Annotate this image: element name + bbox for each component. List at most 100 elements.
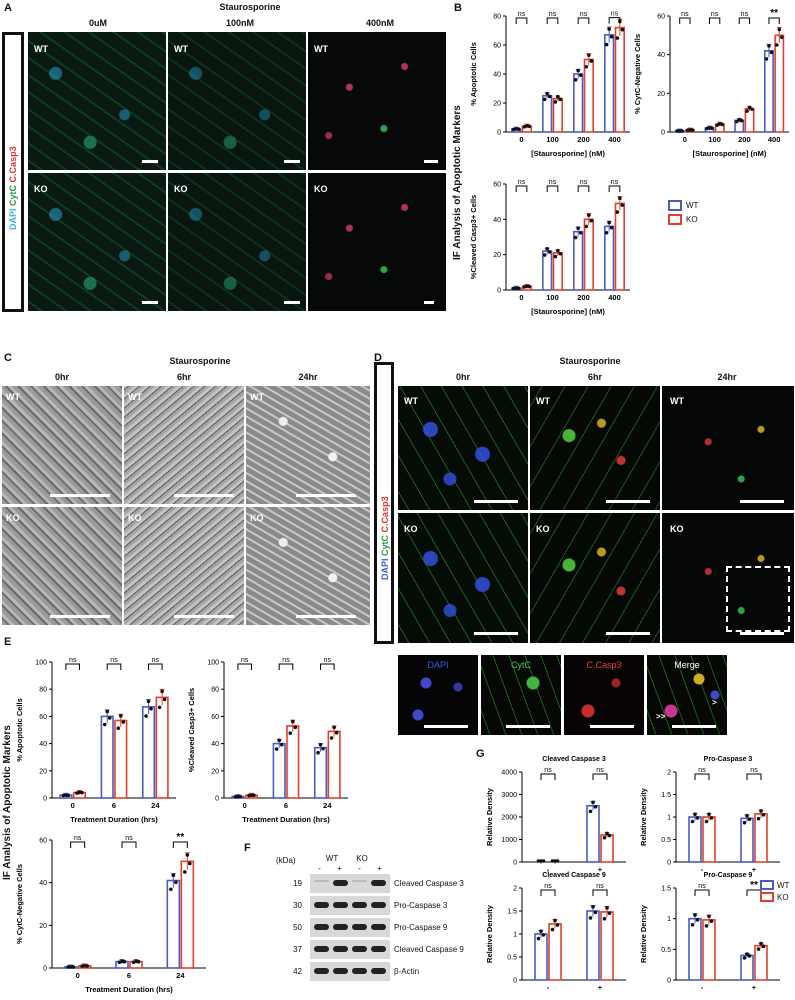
label-d-ko-1: KO — [536, 524, 550, 534]
y-axis-label: Relative Density — [485, 904, 494, 963]
data-point — [160, 689, 164, 694]
label-a-ko-2: KO — [314, 184, 328, 194]
data-point — [747, 817, 752, 822]
significance-label: ns — [74, 835, 82, 842]
panel-letter-d: D — [374, 352, 382, 364]
blot-protein-label: Pro-Caspase 9 — [394, 923, 448, 932]
data-point — [710, 126, 714, 131]
label-a-wt-1: WT — [174, 44, 188, 54]
data-point — [536, 859, 541, 863]
bar-wt — [100, 715, 114, 799]
panel-letter-b: B — [454, 2, 462, 14]
micrograph-a-wt-400 — [308, 32, 446, 170]
blot-protein-label: Cleaved Caspase 9 — [394, 945, 464, 954]
y-tick-label: 4000 — [501, 770, 517, 777]
scale-bar — [424, 301, 434, 304]
data-point — [550, 927, 555, 932]
blot-strip — [310, 962, 390, 981]
y-tick-label: 80 — [211, 687, 219, 694]
panel-a-frame — [2, 32, 24, 312]
data-point — [704, 924, 709, 928]
panel-c-col-2: 24hr — [298, 372, 318, 382]
significance-bracket — [577, 185, 590, 192]
lane-signs: - + - + — [310, 864, 390, 873]
x-axis-label: [Staurosporine] (nM) — [531, 307, 605, 316]
significance-label: ns — [549, 11, 557, 18]
significance-bracket — [577, 17, 590, 24]
label-d-wt-0: WT — [404, 396, 418, 406]
significance-bracket — [608, 17, 621, 24]
data-point — [615, 36, 620, 40]
scale-bar — [424, 160, 438, 163]
significance-bracket — [172, 841, 188, 848]
scale-bar — [506, 725, 550, 728]
micrograph-d-wt-24 — [662, 386, 794, 510]
x-tick-label: 400 — [768, 135, 781, 144]
scale-bar — [142, 301, 158, 304]
x-tick-label: 400 — [608, 293, 621, 302]
label-d-ko-2: KO — [670, 524, 684, 534]
data-point — [329, 736, 334, 740]
bar-wt — [604, 225, 615, 291]
data-point — [604, 230, 609, 235]
data-point — [587, 53, 591, 57]
bar-wt — [763, 49, 774, 133]
data-point — [553, 100, 558, 104]
data-point — [316, 750, 320, 755]
bar-wt — [313, 746, 328, 799]
blot-band — [333, 968, 348, 974]
significance-label: ns — [611, 11, 619, 18]
significance-bracket — [608, 185, 621, 192]
data-point — [274, 747, 279, 751]
blot-band — [371, 880, 386, 886]
label-d-ko-0: KO — [404, 524, 418, 534]
significance-label: ns — [698, 883, 706, 890]
phase-image-c-ko-6 — [124, 507, 244, 625]
label-a-ko-0: KO — [34, 184, 48, 194]
data-point — [609, 34, 614, 39]
y-tick-label: 40 — [493, 217, 501, 224]
y-axis-label: Relative Density — [639, 904, 648, 963]
significance-bracket — [515, 185, 528, 192]
data-point — [615, 210, 620, 214]
data-point — [550, 859, 555, 863]
blot-band — [314, 902, 329, 908]
data-point — [677, 129, 682, 133]
zoom-box — [726, 566, 790, 632]
chart-b2: 0 20 40 60 % CytC-Negative Cells 0 ns 100 ns 200 n… — [633, 8, 789, 158]
data-point — [66, 793, 71, 798]
significance-label: ns — [596, 767, 604, 774]
scale-bar — [284, 301, 300, 304]
panel-a-title: Staurosporine — [219, 2, 281, 12]
significance-bracket — [121, 841, 137, 848]
significance-label: ns — [241, 657, 249, 664]
y-tick-label: 40 — [493, 72, 501, 79]
x-tick-label: - — [547, 865, 550, 874]
panel-d-col-2: 24hr — [717, 372, 737, 382]
micrograph-d-wt-0 — [398, 386, 528, 510]
significance-label: ns — [611, 179, 619, 186]
scale-bar — [50, 494, 110, 497]
significance-label: ns — [711, 11, 719, 18]
data-point — [516, 286, 521, 291]
chart-g2: Pro-Caspase 3 0 0.5 1 1.5 2 Relative Density - n… — [639, 756, 780, 874]
data-point — [593, 805, 598, 809]
panel-a-side-label: DAPI CytC C.Casp3 — [8, 146, 18, 230]
y-tick-label: 2 — [513, 886, 517, 893]
significance-bracket — [515, 17, 528, 24]
y-tick-label: 80 — [39, 687, 47, 694]
y-tick-label: 20 — [657, 91, 665, 98]
data-point — [607, 911, 612, 916]
data-point — [118, 714, 123, 718]
significance-label: ns — [580, 179, 588, 186]
blot-strip — [310, 874, 390, 893]
y-tick-label: 0 — [43, 796, 47, 803]
y-tick-label: 20 — [493, 252, 501, 259]
panel-b-side-label: IF Analysis of Apoptotic Markers — [452, 105, 463, 260]
data-point — [769, 50, 774, 55]
significance-bracket — [746, 773, 762, 780]
x-tick-label: - — [701, 865, 704, 874]
micrograph-a-ko-0 — [28, 173, 166, 311]
panel-letter-a: A — [4, 2, 12, 14]
legend-b: WT KO — [668, 200, 698, 225]
